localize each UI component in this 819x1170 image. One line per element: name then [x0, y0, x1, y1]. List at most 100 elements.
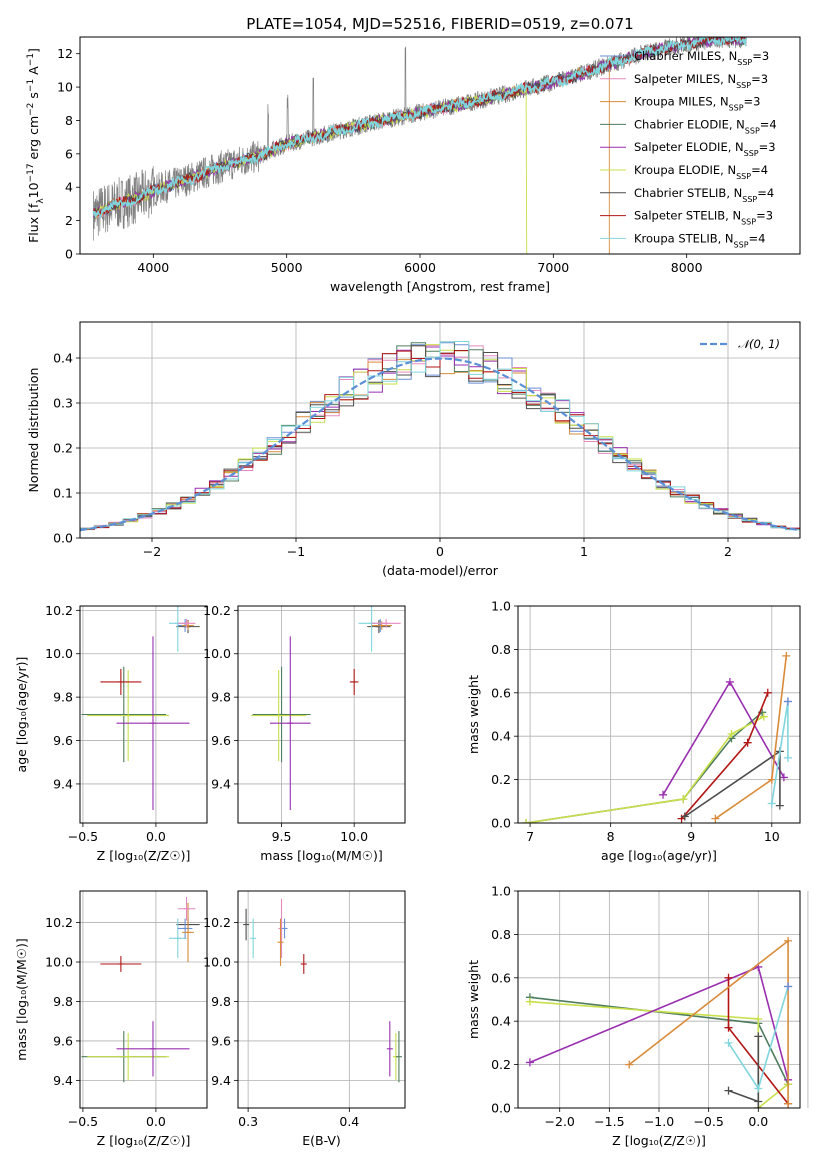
weight-vs-age-xtick-label-3: 10: [764, 829, 780, 844]
weight-vs-Z-xtick-label-1: −1.5: [594, 1114, 624, 1129]
mass-vs-Z-point-1: [87, 1033, 170, 1081]
mass-vs-ebv-xlabel: E(B-V): [302, 1133, 341, 1148]
age-vs-mass-plot-area: [251, 606, 401, 810]
weight-vs-Z-series-8: [784, 982, 793, 991]
legend-label-n-2: =3: [744, 95, 761, 109]
mass-vs-Z-point-2: [116, 1021, 190, 1077]
mass-vs-ebv-ytick-label-4: 10.2: [203, 915, 231, 930]
residuals-xlabel: (data-model)/error: [382, 563, 499, 578]
weight-vs-Z-series-4: [724, 1032, 763, 1108]
spectrum-ytick-label-5: 10: [57, 80, 73, 95]
legend-label-n-0: =3: [752, 49, 769, 63]
spectrum-model-chabrier-stelib: [92, 37, 747, 216]
age-vs-mass-point-4: [367, 620, 391, 634]
legend-label-n-1: =3: [751, 72, 768, 86]
mass-vs-ebv-frame: [237, 890, 406, 1109]
spectrum-ylabel-part-5: −2: [26, 103, 36, 116]
weight-vs-Z-ylabel: mass weight: [466, 960, 481, 1039]
weight-vs-Z-marker-6-1: [754, 1084, 763, 1093]
weight-vs-age-xtick-label-2: 9: [687, 829, 695, 844]
residuals-xtick-label-0: −2: [143, 544, 161, 559]
legend-label-text-4: Salpeter ELODIE, N: [634, 140, 744, 154]
weight-vs-age-marker-5-0: [711, 814, 720, 823]
weight-vs-Z-marker-6-0: [724, 1038, 733, 1047]
weight-vs-Z-marker-8-0: [784, 982, 793, 991]
weight-vs-age-marker-3-2: [763, 688, 772, 697]
mass-vs-ebv-ytick-label-1: 9.6: [211, 1033, 231, 1048]
age-vs-Z-xlabel: Z [log₁₀(Z/Z☉)]: [97, 848, 191, 863]
age-vs-mass-ytick-label-1: 9.6: [211, 733, 231, 748]
weight-vs-Z-plot-area: [525, 936, 793, 1108]
residuals-ytick-label-4: 0.4: [53, 351, 73, 366]
mass-vs-Z-frame: [79, 890, 208, 1109]
legend-label-6: Chabrier STELIB, NSSP=4: [634, 186, 774, 204]
mass-vs-ebv-ytick-label-2: 9.8: [211, 994, 231, 1009]
mass-vs-ebv-xtick-label-0: 0.3: [238, 1114, 258, 1129]
spectrum-ylabel-part-9: −1: [26, 53, 36, 66]
spectrum-xtick-label-3: 7000: [537, 260, 569, 275]
age-vs-Z-point-0: [81, 666, 167, 763]
age-vs-mass-xlabel: mass [log₁₀(M/M☉)]: [260, 848, 382, 863]
weight-vs-age-marker-6-0: [767, 799, 776, 808]
weight-vs-age-ytick-label-0: 0.0: [491, 816, 511, 831]
spectrum-xlabel: wavelength [Angstrom, rest frame]: [330, 279, 550, 294]
age-vs-mass-point-3: [349, 668, 359, 695]
weight-vs-Z-ytick-label-5: 1.0: [491, 884, 511, 899]
residuals-ytick-label-3: 0.3: [53, 396, 73, 411]
weight-vs-age-frame: [517, 605, 801, 824]
mass-vs-ebv-point-1: [250, 918, 257, 959]
weight-vs-age-marker-2-2: [779, 773, 788, 782]
spectrum-xtick-label-1: 5000: [271, 260, 303, 275]
spectrum-ylabel-part-1: λ: [36, 198, 46, 204]
age-vs-Z-ytick-label-3: 10.0: [45, 646, 73, 661]
weight-vs-Z-line-4: [728, 1036, 760, 1108]
legend-label-sub-5: SSP: [736, 172, 751, 181]
mass-vs-Z-ytick-label-0: 9.4: [53, 1073, 73, 1088]
legend-label-sub-6: SSP: [742, 194, 757, 203]
weight-vs-Z-series-5: [625, 936, 793, 1108]
spectrum-ytick-label-4: 8: [65, 113, 73, 128]
spectrum-xtick-label-0: 4000: [137, 260, 169, 275]
weight-vs-age-marker-8-0: [783, 697, 792, 706]
legend-label-1: Salpeter MILES, NSSP=3: [634, 72, 768, 90]
weight-vs-Z-ytick-label-1: 0.2: [491, 1057, 511, 1072]
residuals-xtick-label-3: 1: [580, 544, 588, 559]
spectrum-ytick-label-2: 4: [65, 180, 73, 195]
age-vs-mass-xtick-label-0: 9.5: [272, 829, 292, 844]
weight-vs-age-marker-5-2: [782, 651, 791, 660]
weight-vs-Z-ytick-label-0: 0.0: [491, 1101, 511, 1116]
age-vs-Z-axes: −0.5 0.0 9.4 9.6 9.8 10.0 10.2 Z [log₁₀(Z/Z☉)] a…: [14, 603, 208, 863]
weight-vs-Z-ytick-label-4: 0.8: [491, 927, 511, 942]
weight-vs-Z-xtick-label-0: −2.0: [545, 1114, 575, 1129]
residuals-xtick-label-1: −1: [287, 544, 305, 559]
age-vs-Z-point-8: [177, 619, 196, 628]
age-vs-mass-axes: 9.5 10.0 9.4 9.6 9.8 10.0 10.2 mass [log₁₀(M/M☉…: [203, 603, 406, 863]
weight-vs-age-xlabel: age [log₁₀(age/yr)]: [601, 848, 717, 863]
legend-label-3: Chabrier ELODIE, NSSP=4: [634, 117, 777, 135]
mass-vs-Z-point-7: [182, 902, 194, 963]
age-vs-mass-ytick-label-0: 9.4: [211, 776, 231, 791]
residuals-axes: −2 −1 0 1 2 0.0 0.1 0.2 0.3 0.4 (data-model)/error…: [26, 321, 801, 578]
weight-vs-age-ytick-label-3: 0.6: [491, 685, 511, 700]
weight-vs-age-marker-1-3: [759, 712, 768, 721]
age-vs-mass-point-1: [251, 670, 307, 762]
residuals-plot-area: [80, 341, 800, 532]
weight-vs-age-marker-1-1: [679, 795, 688, 804]
legend-label-n-7: =3: [756, 209, 773, 223]
legend-label-0: Chabrier MILES, NSSP=3: [634, 49, 769, 67]
age-vs-Z-ytick-label-4: 10.2: [45, 603, 73, 618]
age-vs-mass-point-8: [371, 619, 401, 628]
weight-vs-Z-marker-5-1: [784, 936, 793, 945]
spectrum-legend: Chabrier MILES, NSSP=3 Salpeter MILES, NS…: [600, 49, 777, 249]
weight-vs-Z-ytick-label-3: 0.6: [491, 970, 511, 985]
spectrum-ytick-label-6: 12: [57, 46, 73, 61]
weight-vs-age-xtick-label-1: 8: [607, 829, 615, 844]
weight-vs-Z-marker-4-3: [754, 1104, 763, 1108]
age-vs-mass-xtick-label-1: 10.0: [340, 829, 368, 844]
weight-vs-age-ytick-label-5: 1.0: [491, 599, 511, 614]
mass-vs-Z-ytick-label-1: 9.6: [53, 1033, 73, 1048]
mass-vs-Z-axes: −0.5 0.0 9.4 9.6 9.8 10.0 10.2 Z [log₁₀(Z/Z☉)] m…: [14, 890, 208, 1148]
residuals-frame: [79, 321, 801, 539]
weight-vs-age-axes: 7 8 9 10 0.0 0.2 0.4 0.6 0.8 1.0 age [log₁₀(age/yr…: [466, 599, 801, 863]
